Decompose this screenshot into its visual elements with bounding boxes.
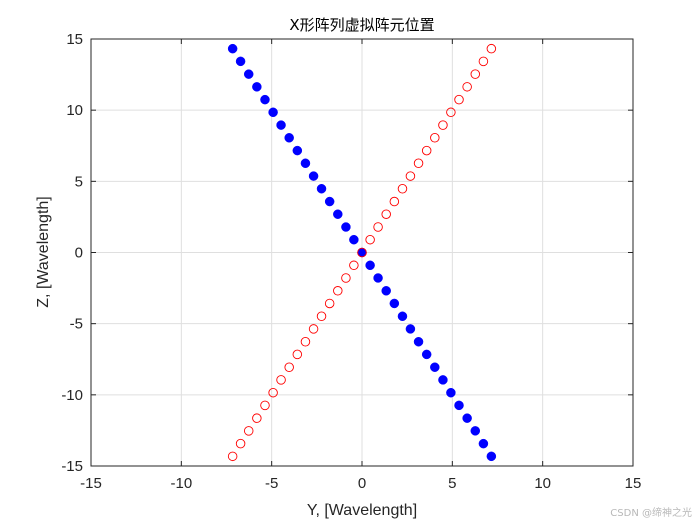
- data-point: [438, 375, 448, 385]
- x-axis-label: Y, [Wavelength]: [307, 502, 417, 519]
- data-point: [389, 298, 400, 309]
- data-point: [397, 311, 408, 322]
- data-point: [349, 260, 359, 271]
- data-point: [357, 247, 367, 258]
- data-point: [316, 311, 327, 322]
- data-point: [284, 362, 294, 372]
- y-tick-label: -15: [61, 458, 83, 475]
- x-tick-label: 10: [534, 475, 551, 492]
- series-1: [227, 43, 497, 462]
- x-tick-label: -10: [170, 475, 192, 492]
- data-point: [341, 273, 351, 283]
- y-tick-label: 10: [66, 102, 83, 119]
- data-point: [243, 69, 254, 79]
- data-point: [381, 286, 391, 296]
- x-tick-label: -5: [265, 475, 278, 492]
- data-point: [333, 286, 343, 296]
- tick-marks: [90, 38, 634, 467]
- data-point: [462, 82, 472, 92]
- data-point: [478, 56, 489, 67]
- data-point: [365, 260, 375, 271]
- data-point: [292, 349, 303, 360]
- data-point: [252, 413, 262, 423]
- x-tick-label: 15: [625, 475, 642, 492]
- x-tick-label: 0: [358, 475, 366, 492]
- y-axis-label: Z, [Wavelength]: [35, 196, 52, 307]
- tick-labels: -15 -10 -5 0 5 10 15 -15 -10 -5 0 5 10 15: [61, 31, 641, 492]
- chart-title: X形阵列虚拟阵元位置: [289, 16, 434, 34]
- y-tick-label: 15: [66, 31, 83, 48]
- data-point: [235, 56, 246, 67]
- data-point: [349, 234, 359, 245]
- data-point: [454, 400, 464, 411]
- data-point: [333, 209, 343, 219]
- data-point: [227, 451, 238, 462]
- data-point: [413, 336, 424, 347]
- series-2: [227, 43, 497, 462]
- data-point: [470, 69, 481, 79]
- data-point: [260, 94, 270, 105]
- data-point: [397, 183, 408, 194]
- data-point: [252, 82, 262, 92]
- data-point: [373, 222, 383, 232]
- data-point: [324, 196, 335, 207]
- x-tick-label: -15: [80, 475, 102, 492]
- data-point: [300, 336, 311, 347]
- data-point: [268, 387, 278, 398]
- data-point: [470, 426, 481, 436]
- data-point: [405, 324, 416, 334]
- data-point: [430, 133, 440, 143]
- data-point: [292, 145, 303, 156]
- data-point: [341, 222, 351, 232]
- data-point: [413, 158, 424, 169]
- data-point: [478, 438, 489, 449]
- y-tick-label: 5: [75, 173, 83, 190]
- data-point: [446, 387, 456, 398]
- y-tick-label: 0: [75, 245, 83, 262]
- data-point: [243, 426, 254, 436]
- data-point: [308, 171, 319, 181]
- data-point: [446, 107, 456, 118]
- data-point: [276, 120, 286, 130]
- watermark-text: CSDN @缔神之光: [610, 508, 692, 519]
- data-point: [324, 298, 335, 309]
- data-point: [486, 451, 497, 462]
- data-point: [308, 324, 319, 334]
- y-tick-label: -10: [61, 387, 83, 404]
- data-point: [462, 413, 472, 423]
- data-point: [454, 94, 464, 105]
- data-point: [381, 209, 391, 219]
- data-markers: [227, 43, 497, 462]
- x-tick-label: 5: [448, 475, 456, 492]
- data-point: [365, 234, 375, 245]
- data-point: [268, 107, 278, 118]
- data-point: [276, 375, 286, 385]
- data-point: [430, 362, 440, 372]
- data-point: [389, 196, 400, 207]
- data-point: [421, 145, 432, 156]
- data-point: [284, 133, 294, 143]
- data-point: [316, 183, 327, 194]
- data-point: [373, 273, 383, 283]
- y-tick-label: -5: [70, 316, 83, 333]
- data-point: [438, 120, 448, 130]
- data-point: [421, 349, 432, 360]
- data-point: [405, 171, 416, 181]
- data-point: [235, 438, 246, 449]
- data-point: [227, 43, 238, 54]
- data-point: [486, 43, 497, 54]
- data-point: [300, 158, 311, 169]
- data-point: [260, 400, 270, 411]
